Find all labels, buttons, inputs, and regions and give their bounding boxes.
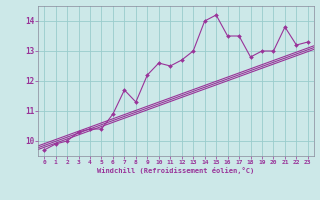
X-axis label: Windchill (Refroidissement éolien,°C): Windchill (Refroidissement éolien,°C) (97, 167, 255, 174)
